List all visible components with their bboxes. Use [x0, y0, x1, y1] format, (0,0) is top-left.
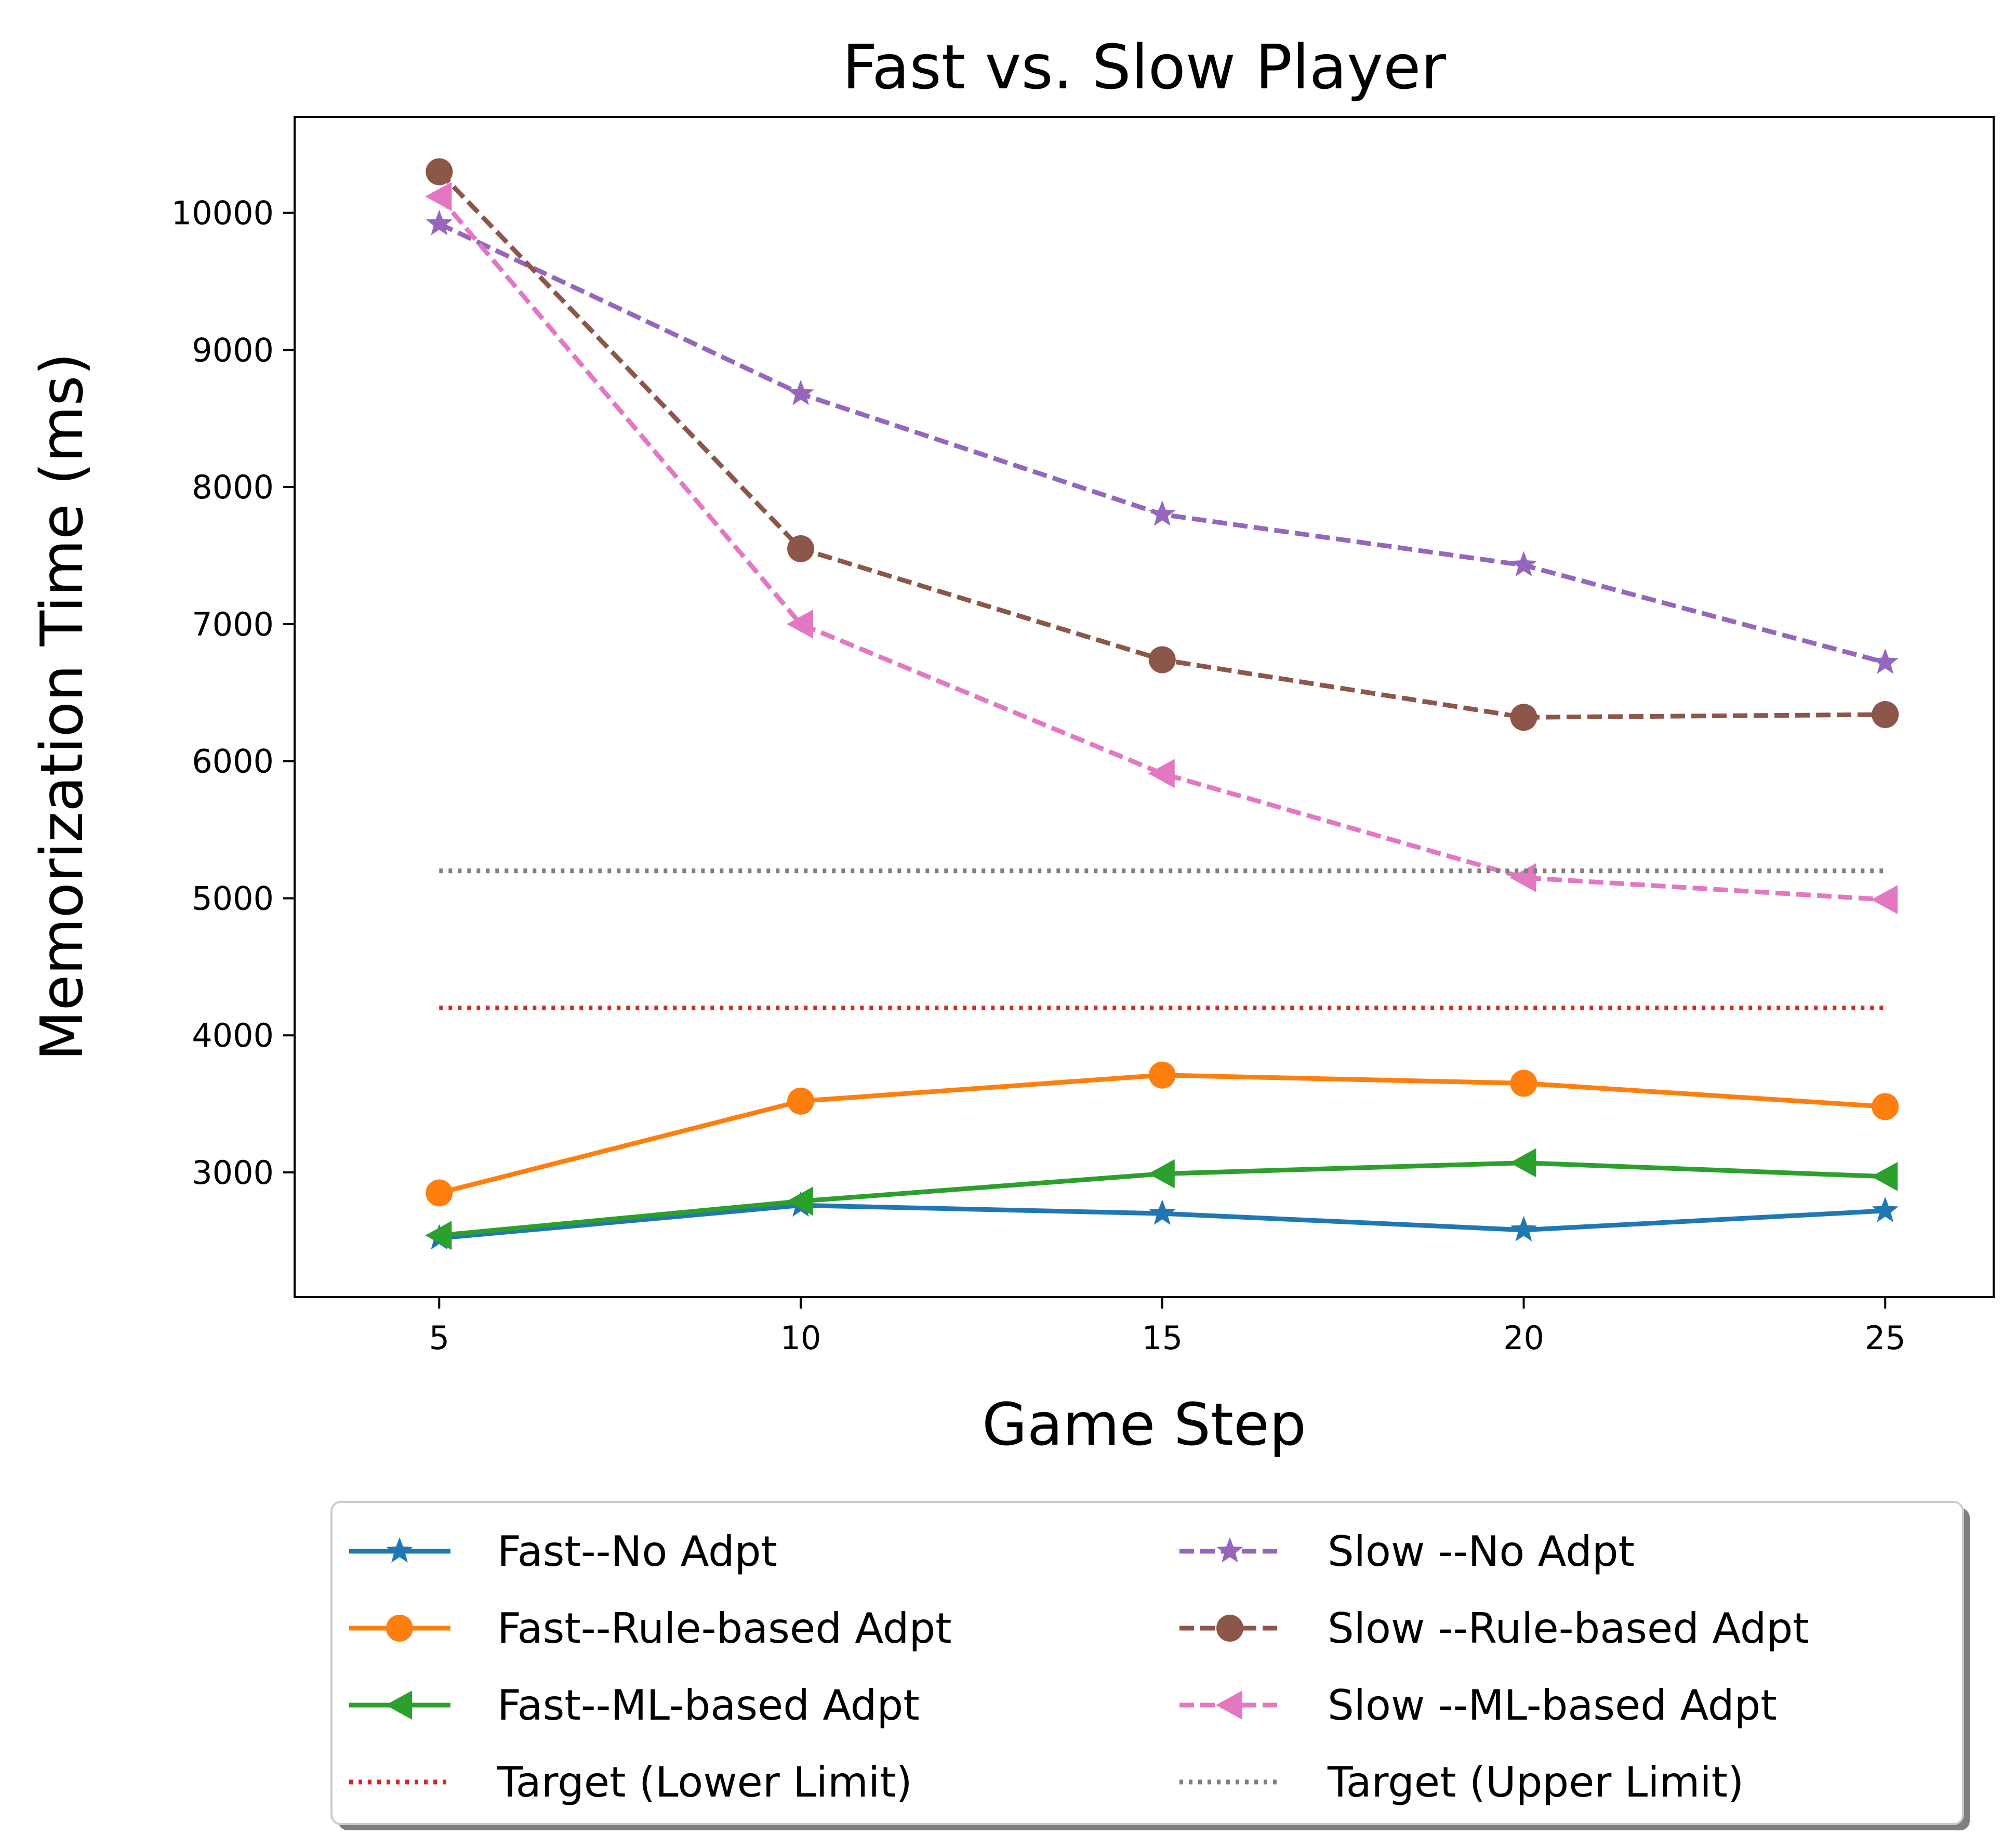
x-tick-label: 25	[1865, 1319, 1906, 1357]
legend-item: Target (Upper Limit)	[1179, 1758, 1744, 1806]
data-point	[426, 209, 453, 235]
data-point	[425, 1221, 452, 1250]
legend-item: Fast--No Adpt	[349, 1527, 777, 1576]
legend-label: Slow --Rule-based Adpt	[1328, 1604, 1809, 1653]
data-point	[1510, 1216, 1537, 1242]
legend-marker	[1216, 1537, 1243, 1563]
y-tick-label: 7000	[192, 605, 274, 643]
data-point	[425, 181, 452, 211]
legend-item: Target (Lower Limit)	[349, 1758, 912, 1806]
series-6	[426, 158, 1899, 731]
plot-frame	[294, 116, 1995, 1298]
series-7	[425, 181, 1898, 915]
legend-label: Fast--No Adpt	[497, 1527, 777, 1576]
data-point	[1871, 1161, 1898, 1191]
y-tick-label: 3000	[192, 1154, 274, 1192]
data-point	[1148, 646, 1176, 674]
y-tick-label: 6000	[192, 743, 274, 781]
y-tick-label: 5000	[192, 879, 274, 917]
legend-item: Fast--Rule-based Adpt	[349, 1604, 952, 1653]
x-axis-ticks: 5 10 15 20 25	[429, 1297, 1906, 1357]
series-5	[426, 209, 1899, 674]
legend-items: Fast--No Adpt Fast--Rule-based Adpt Fast--…	[349, 1527, 1809, 1806]
data-point	[1510, 551, 1537, 577]
legend-box	[330, 1501, 1964, 1825]
data-point	[787, 609, 814, 639]
y-tick-label: 8000	[192, 468, 274, 506]
y-tick-label: 9000	[192, 331, 274, 369]
legend-label: Fast--ML-based Adpt	[497, 1681, 920, 1730]
y-tick-label: 4000	[192, 1017, 274, 1054]
chart-title: Fast vs. Slow Player	[842, 31, 1447, 103]
data-point	[1872, 1093, 1899, 1120]
legend-item: Slow --Rule-based Adpt	[1179, 1604, 1809, 1653]
data-point	[1872, 1196, 1899, 1222]
y-axis-label: Memorization Time (ms)	[29, 353, 96, 1061]
data-point	[1510, 704, 1537, 731]
data-point	[1149, 500, 1176, 526]
data-point	[426, 1179, 453, 1207]
data-point	[1509, 863, 1536, 892]
data-point	[1148, 1061, 1176, 1089]
data-point	[1872, 648, 1899, 674]
data-point	[1871, 885, 1898, 915]
data-point	[787, 379, 814, 405]
series-line	[437, 195, 1886, 902]
legend-item: Slow --No Adpt	[1179, 1527, 1635, 1576]
legend-label: Slow --ML-based Adpt	[1328, 1681, 1777, 1730]
data-point	[426, 158, 453, 186]
legend-marker	[386, 1615, 413, 1642]
x-tick-label: 15	[1142, 1319, 1183, 1357]
data-point	[1149, 1199, 1176, 1225]
series-2	[426, 1061, 1899, 1207]
data-point	[787, 1186, 814, 1216]
data-point	[787, 535, 815, 562]
data-point	[1509, 1148, 1536, 1178]
y-tick-label: 10000	[171, 194, 274, 232]
legend: Fast--No Adpt Fast--Rule-based Adpt Fast--…	[330, 1501, 1970, 1830]
x-tick-label: 10	[780, 1319, 821, 1357]
data-point	[1872, 701, 1899, 729]
legend-marker	[1216, 1691, 1242, 1720]
legend-label: Fast--Rule-based Adpt	[497, 1604, 952, 1653]
legend-marker	[386, 1691, 412, 1720]
legend-label: Target (Lower Limit)	[497, 1758, 912, 1806]
legend-marker	[1216, 1615, 1243, 1642]
legend-label: Slow --No Adpt	[1328, 1527, 1635, 1576]
legend-marker	[386, 1537, 413, 1563]
plot-area	[295, 117, 1994, 1297]
legend-label: Target (Upper Limit)	[1327, 1758, 1744, 1806]
x-tick-label: 20	[1503, 1319, 1544, 1357]
legend-item: Fast--ML-based Adpt	[349, 1681, 920, 1730]
data-point	[1148, 759, 1175, 788]
series-3	[425, 1148, 1898, 1250]
y-axis-ticks: 3000 4000 5000 6000 7000 8000 9000 10000	[171, 194, 295, 1192]
data-point	[1510, 1070, 1537, 1097]
x-axis-label: Game Step	[982, 1391, 1306, 1459]
series-layer	[425, 158, 1899, 1250]
data-point	[787, 1087, 815, 1115]
data-point	[1148, 1159, 1175, 1189]
x-tick-label: 5	[429, 1319, 449, 1357]
legend-item: Slow --ML-based Adpt	[1179, 1681, 1777, 1730]
